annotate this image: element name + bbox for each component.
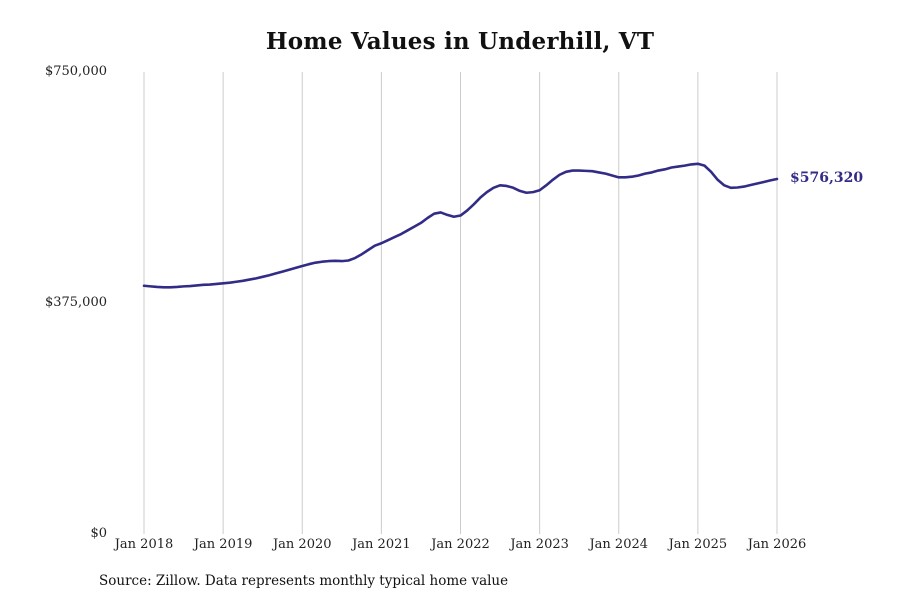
x-axis-tick-label: Jan 2019	[193, 537, 253, 552]
source-note: Source: Zillow. Data represents monthly …	[99, 573, 509, 589]
home-value-line	[142, 162, 779, 289]
latest-value-label: $576,320	[790, 169, 864, 186]
x-axis-tick-label: Jan 2022	[431, 537, 490, 552]
x-axis-tick-label: Jan 2020	[272, 537, 332, 552]
y-axis-tick-label: $0	[90, 526, 107, 541]
x-axis-tick-label: Jan 2021	[352, 537, 411, 552]
x-axis-tick-label: Jan 2018	[114, 537, 174, 552]
x-axis-tick-label: Jan 2025	[668, 537, 728, 552]
chart-title: Home Values in Underhill, VT	[265, 28, 655, 55]
x-axis-tick-label: Jan 2024	[589, 537, 649, 552]
y-axis-tick-label: $750,000	[44, 64, 107, 79]
x-axis-tick-label: Jan 2023	[510, 537, 569, 552]
x-axis-tick-label: Jan 2026	[747, 537, 807, 552]
y-axis-tick-label: $375,000	[44, 295, 107, 310]
